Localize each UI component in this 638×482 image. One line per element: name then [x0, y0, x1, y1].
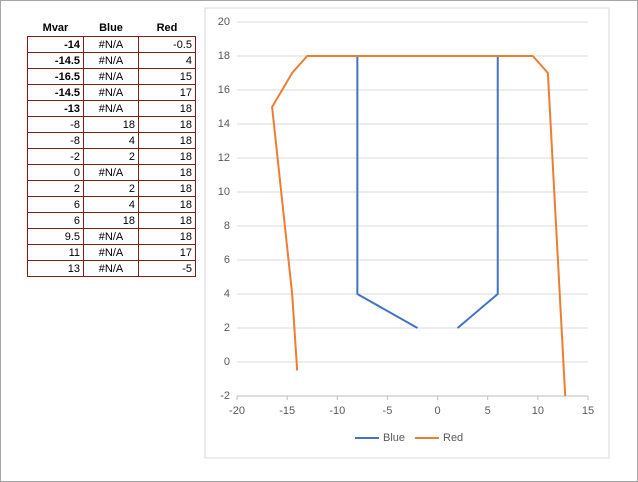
y-tick-label: 2	[224, 322, 230, 334]
y-tick-label: 20	[218, 16, 230, 28]
table-row: 11 #N/A 17	[27, 244, 196, 261]
x-tick-label: -5	[383, 405, 393, 417]
legend-label: Blue	[383, 432, 405, 444]
x-tick-label: 5	[485, 405, 491, 417]
data-table: Mvar Blue Red -14 #N/A -0.5 -14.5 #N/A 4 -16.5 #N…	[27, 20, 196, 277]
y-tick-label: 18	[218, 50, 230, 62]
y-tick-label: 14	[218, 118, 230, 130]
table-row: -8 18 18	[27, 116, 196, 133]
table-cell: 17	[138, 84, 196, 101]
table-cell: #N/A	[83, 68, 139, 85]
table-cell: 9.5	[27, 228, 84, 245]
table-row: -14.5 #N/A 17	[27, 84, 196, 101]
table-cell: -5	[138, 260, 196, 277]
x-tick-label: -15	[279, 405, 295, 417]
column-header: Red	[156, 22, 178, 34]
table-cell: #N/A	[83, 84, 139, 101]
table-row: 13 #N/A -5	[27, 260, 196, 277]
table-row: 9.5 #N/A 18	[27, 228, 196, 245]
table-header: Mvar Blue Red	[28, 20, 196, 37]
y-tick-label: 8	[224, 220, 230, 232]
x-tick-label: -10	[329, 405, 345, 417]
table-row: -14 #N/A -0.5	[27, 36, 196, 53]
y-tick-label: 4	[224, 288, 230, 300]
y-tick-label: 12	[218, 152, 230, 164]
y-tick-label: 6	[224, 254, 230, 266]
table-cell: #N/A	[83, 52, 139, 69]
x-tick-label: 15	[582, 405, 594, 417]
y-tick-label: 0	[224, 356, 230, 368]
table-row: -16.5 #N/A 15	[27, 68, 196, 85]
table-body: -14 #N/A -0.5 -14.5 #N/A 4 -16.5 #N/A 15 -14.5 #N/…	[27, 36, 196, 277]
table-row: -13 #N/A 18	[27, 100, 196, 117]
table-cell: #N/A	[83, 100, 139, 117]
column-header: Mvar	[42, 22, 69, 34]
table-cell: 17	[138, 244, 196, 261]
table-cell: -14	[27, 36, 84, 53]
y-tick-label: 10	[218, 186, 230, 198]
series-line	[356, 56, 499, 329]
chart-area	[204, 7, 610, 459]
y-tick-label: -2	[220, 390, 230, 402]
column-header: Blue	[99, 22, 123, 34]
table-row: 2 2 18	[27, 180, 196, 197]
y-tick-label: 16	[218, 84, 230, 96]
x-tick-label: 0	[435, 405, 441, 417]
series-line	[271, 55, 567, 396]
legend-label: Red	[443, 432, 463, 444]
x-tick-label: -20	[229, 405, 245, 417]
x-tick-label: 10	[532, 405, 544, 417]
